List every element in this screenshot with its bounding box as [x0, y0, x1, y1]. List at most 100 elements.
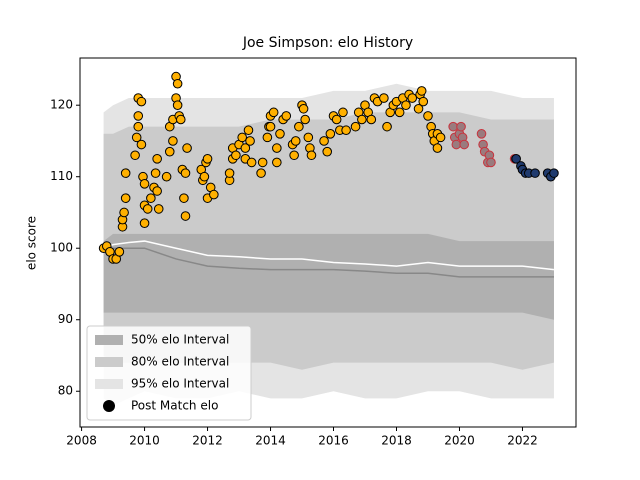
match-point: [161, 171, 172, 182]
legend-swatch: [95, 357, 123, 367]
match-point: [275, 129, 285, 139]
match-point: [150, 168, 161, 178]
legend-label: Post Match elo: [131, 399, 218, 413]
match-point: [152, 186, 162, 196]
match-point: [175, 114, 186, 125]
match-point: [416, 86, 427, 96]
match-point: [119, 207, 129, 218]
match-point: [172, 100, 183, 110]
x-tick-label: 2012: [192, 434, 223, 448]
match-point: [262, 132, 273, 143]
match-point: [549, 168, 559, 178]
match-point: [281, 111, 292, 121]
x-tick-label: 2014: [255, 434, 286, 448]
match-point: [394, 107, 405, 118]
legend-label: 50% elo Interval: [131, 333, 229, 347]
match-point: [401, 100, 411, 110]
x-tick-label: 2010: [129, 434, 160, 448]
match-point: [240, 143, 251, 153]
match-point: [237, 132, 247, 143]
match-point: [265, 121, 276, 132]
match-point: [418, 96, 429, 107]
trend-line: [103, 247, 554, 278]
match-point: [432, 143, 443, 153]
match-point: [459, 139, 470, 150]
match-point: [180, 211, 191, 221]
match-point: [306, 150, 317, 161]
match-point: [290, 136, 301, 146]
match-point: [476, 129, 487, 139]
match-point: [256, 168, 266, 178]
trend-line: [103, 240, 555, 271]
match-point: [133, 111, 144, 121]
y-axis-label: elo score: [25, 216, 39, 270]
match-point: [131, 132, 142, 143]
match-point: [179, 193, 189, 203]
legend-swatch: [95, 335, 123, 345]
match-point: [231, 150, 241, 161]
match-point: [209, 189, 219, 200]
match-point: [133, 121, 144, 132]
match-point: [298, 103, 309, 114]
match-point: [243, 125, 254, 136]
x-tick-label: 2016: [318, 434, 349, 448]
x-tick-label: 2018: [381, 434, 412, 448]
y-tick-label: 110: [50, 169, 73, 183]
plot-frame: [79, 57, 577, 428]
match-point: [289, 150, 299, 161]
match-point: [338, 107, 348, 118]
match-point: [350, 121, 361, 132]
match-point: [268, 107, 279, 118]
match-point: [511, 154, 521, 164]
match-point: [366, 114, 377, 125]
match-point: [153, 204, 164, 214]
match-point: [530, 168, 540, 178]
legend-box: [86, 325, 252, 421]
match-point: [245, 136, 255, 146]
match-point: [357, 114, 367, 125]
match-point: [413, 103, 424, 114]
chart-title: Joe Simpson: elo History: [242, 35, 413, 51]
match-point: [303, 132, 314, 143]
y-tick-label: 100: [50, 241, 73, 255]
match-point: [407, 93, 418, 103]
match-point: [139, 218, 150, 228]
match-point: [435, 132, 446, 143]
match-point: [272, 143, 282, 153]
x-tick-label: 2020: [444, 434, 475, 448]
match-point: [322, 146, 333, 157]
match-point: [423, 111, 433, 121]
y-tick-label: 80: [58, 384, 73, 398]
match-point: [341, 125, 351, 136]
match-point: [456, 121, 466, 132]
match-point: [146, 193, 156, 203]
match-point: [448, 121, 458, 132]
legend-label: 80% elo Interval: [131, 355, 229, 369]
legend-label: 95% elo Interval: [131, 377, 229, 391]
match-point: [294, 121, 304, 132]
match-point: [114, 246, 125, 257]
y-tick-label: 90: [58, 312, 73, 326]
y-tick-label: 120: [50, 98, 73, 112]
match-point: [136, 96, 147, 107]
match-point: [325, 129, 336, 139]
match-point: [382, 121, 392, 132]
match-point: [224, 168, 235, 178]
match-point: [120, 193, 131, 203]
match-point: [331, 114, 342, 125]
match-point: [199, 171, 210, 182]
match-point: [272, 157, 282, 168]
match-point: [130, 150, 140, 161]
legend: 50% elo Interval 80% elo Interval 95% elo …: [86, 325, 252, 421]
legend-swatch: [95, 379, 123, 389]
match-point: [172, 78, 183, 89]
x-tick-label: 2022: [507, 434, 538, 448]
legend-marker: [103, 400, 115, 412]
match-point: [152, 154, 162, 164]
match-point: [257, 157, 268, 168]
match-point: [202, 154, 213, 164]
match-point: [319, 136, 329, 146]
match-point: [182, 143, 192, 153]
